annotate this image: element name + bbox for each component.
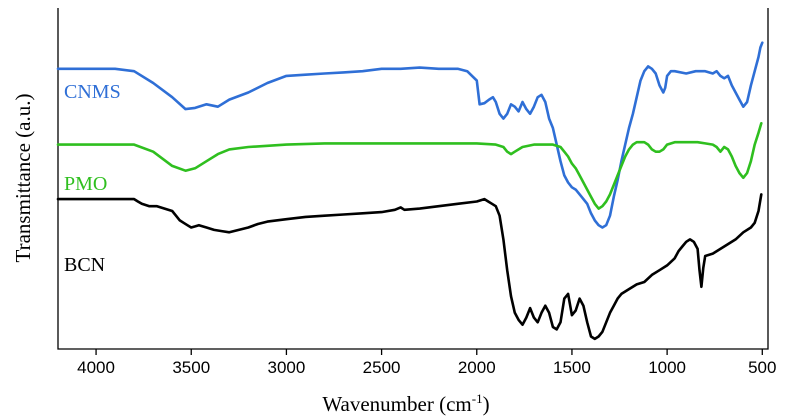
y-axis-label: Transmittance (a.u.): [11, 94, 35, 263]
x-tick-label: 2500: [363, 358, 401, 377]
plot-frame: [57, 8, 769, 350]
series-label-cnms: CNMS: [64, 81, 121, 103]
x-tick-label: 2000: [458, 358, 496, 377]
x-axis-ticks: 4000 3500 3000 2500 2000 1500 1000 500: [77, 349, 776, 377]
plot-area: 4000 3500 3000 2500 2000 1500 1000 500 CNMS PMO B…: [56, 8, 776, 377]
series-label-bcn: BCN: [64, 254, 105, 276]
x-tick-label: 1500: [553, 358, 591, 377]
x-tick-label: 3000: [268, 358, 306, 377]
x-tick-label: 1000: [648, 358, 686, 377]
series-line-cnms: [56, 41, 764, 229]
x-tick-label: 3500: [172, 358, 210, 377]
x-axis-label-superscript: -1: [472, 391, 483, 406]
series-label-pmo: PMO: [64, 173, 107, 195]
series-line-pmo: [56, 122, 763, 210]
x-axis-label: Wavenumber (cm-1): [322, 391, 489, 416]
series-labels: CNMS PMO BCN: [64, 81, 121, 276]
series-lines: [56, 41, 764, 341]
x-tick-label: 4000: [77, 358, 115, 377]
x-axis-label-end: ): [483, 392, 490, 416]
series-line-bcn: [56, 193, 763, 341]
x-tick-label: 500: [748, 358, 776, 377]
